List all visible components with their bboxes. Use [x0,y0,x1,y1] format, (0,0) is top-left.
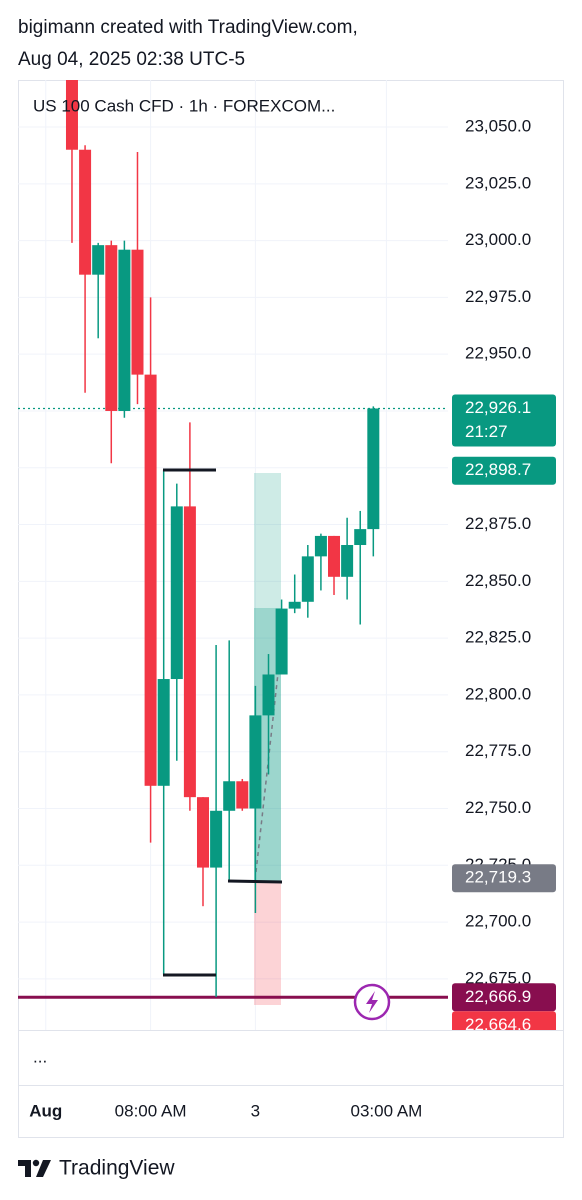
alert-icon[interactable] [353,983,391,1021]
y-tick-label: 22,950.0 [465,344,531,363]
y-tick-label: 23,000.0 [465,230,531,249]
candle-body [314,535,327,557]
logo-part [36,1160,51,1177]
candle-body [341,545,354,577]
y-tick-label: 23,025.0 [465,173,531,192]
y-tick-label: 22,875.0 [465,514,531,533]
candle-body [92,245,105,275]
y-tick-label: 22,700.0 [465,912,531,931]
header-line: bigimann created with TradingView.com, [18,17,358,38]
price-countdown: 21:27 [465,422,508,441]
x-tick-label: 3 [251,1101,260,1120]
candle-body [288,601,301,609]
drawings [163,468,283,977]
candle-body [144,374,157,786]
price-label-box [452,456,556,485]
price-label: 22,926.1 [465,398,531,417]
price-label: 22,719.3 [465,868,531,887]
candle-body [328,535,341,577]
candle-body [157,679,170,786]
x-tick-label: 08:00 AM [115,1101,187,1120]
candle-body [210,810,223,868]
y-tick-label: 22,975.0 [465,287,531,306]
candle-body [131,249,144,375]
price-label-box [452,394,556,447]
legend-more[interactable]: ... [33,1047,47,1066]
price-label-box [452,864,556,893]
time-axis: Aug 08:00 AM 3 03:00 AM [29,1101,422,1120]
candle-body [65,80,78,150]
candle-body [118,249,131,411]
price-label-box [452,1011,556,1030]
price-label: 22,666.9 [465,987,531,1006]
chart-title: US 100 Cash CFD · 1h · FOREXCOM... [33,96,335,115]
candle-body [170,506,183,680]
candle-body [105,245,118,411]
y-tick-label: 22,825.0 [465,628,531,647]
bolt[interactable] [366,991,378,1013]
candle-body [354,529,367,546]
logo-part [18,1160,31,1177]
price-label: 22,664.6 [465,1015,531,1034]
header-line: Aug 04, 2025 02:38 UTC-5 [18,49,245,70]
candle-body [275,608,288,675]
candle-body [196,797,209,868]
y-tick-label: 22,775.0 [465,741,531,760]
candle-body [262,674,275,716]
target-zone [254,473,281,608]
candle-body [183,506,196,798]
price-label-box [452,983,556,1012]
candle-body [223,781,236,811]
candle-body [301,556,314,602]
trend-line [227,879,283,884]
y-tick-label: 22,850.0 [465,571,531,590]
stop-zone [254,882,281,1005]
brand-name: TradingView [59,1157,175,1180]
candle-body [79,149,92,275]
logo-part [32,1159,40,1167]
y-tick-label: 22,800.0 [465,684,531,703]
price-axis: 23,050.0 23,025.0 23,000.0 22,975.0 22,950.0… [452,117,556,1034]
candles [65,80,380,998]
candle-body [249,715,262,809]
candle-body [367,408,380,530]
y-tick-label: 22,675.0 [465,968,531,987]
chart-frame [18,80,564,1138]
brand-logo [18,1159,51,1177]
y-tick-label: 23,050.0 [465,117,531,136]
y-tick-label: 22,750.0 [465,798,531,817]
x-tick-label: Aug [29,1101,62,1120]
price-label: 22,898.7 [465,460,531,479]
x-tick-label: 03:00 AM [351,1101,423,1120]
candle-body [236,781,249,809]
